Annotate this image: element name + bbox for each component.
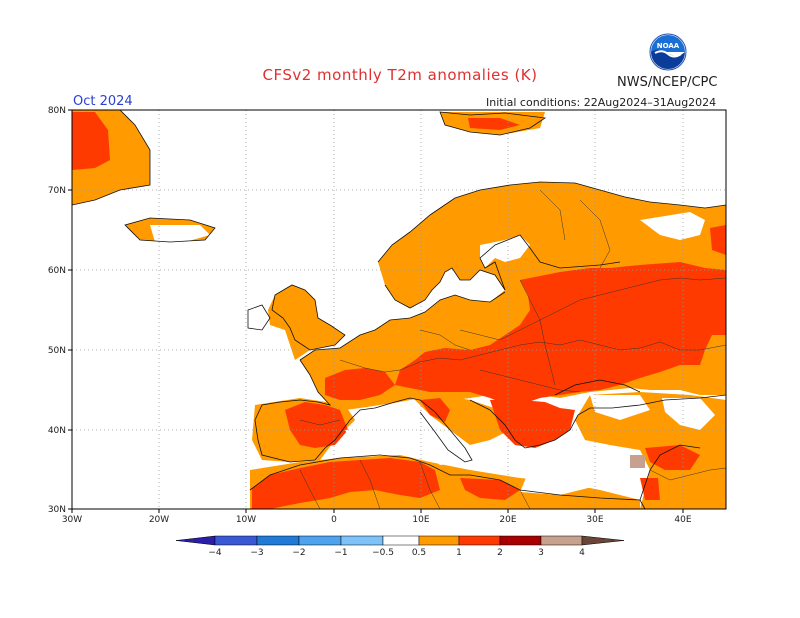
legend-label: 1 <box>456 548 462 558</box>
legend-box <box>458 535 501 546</box>
legend-box <box>214 535 258 546</box>
initial-conditions: Initial conditions: 22Aug2024–31Aug2024 <box>486 96 717 109</box>
legend-box <box>340 535 384 546</box>
legend-box <box>540 535 583 546</box>
coastlines <box>72 110 726 509</box>
legend-label: 0.5 <box>412 548 426 558</box>
legend-label: −4 <box>208 548 222 558</box>
legend-labels: −4 −3 −2 −1 −0.5 0.5 1 2 3 4 <box>208 548 585 558</box>
chart-title: CFSv2 monthly T2m anomalies (K) <box>262 66 538 84</box>
lat-label: 40N <box>48 426 66 436</box>
noaa-logo-icon: NOAA <box>649 33 687 71</box>
anomaly-field <box>72 110 726 509</box>
legend-box <box>499 535 542 546</box>
lat-label: 80N <box>48 106 66 116</box>
near-zero-regions <box>150 212 715 495</box>
agency-label: NWS/NCEP/CPC <box>617 75 718 90</box>
lon-label: 30E <box>586 515 603 525</box>
legend-arrow-low <box>175 535 216 546</box>
legend-box <box>418 535 460 546</box>
lat-label: 50N <box>48 346 66 356</box>
lat-label: 30N <box>48 505 66 515</box>
lon-label: 0 <box>331 515 337 525</box>
map-frame <box>71 109 727 510</box>
lat-labels: 30N 40N 50N 60N 70N 80N <box>48 106 66 515</box>
lat-label: 70N <box>48 186 66 196</box>
graticule <box>72 110 726 509</box>
lon-label: 10E <box>412 515 429 525</box>
legend-label: 4 <box>579 548 585 558</box>
svg-text:NOAA: NOAA <box>657 42 680 50</box>
lon-label: 20E <box>499 515 516 525</box>
legend-box <box>298 535 342 546</box>
lon-label: 40E <box>674 515 691 525</box>
lon-label: 20W <box>149 515 169 525</box>
legend-label: 2 <box>497 548 503 558</box>
legend-label: 3 <box>538 548 544 558</box>
country-borders <box>299 189 726 509</box>
legend-boxes <box>175 535 625 546</box>
legend-label: −3 <box>250 548 263 558</box>
axis-ticks <box>68 109 684 513</box>
anomaly-3-4-regions <box>630 455 645 468</box>
legend-box <box>256 535 300 546</box>
forecast-month: Oct 2024 <box>73 94 133 109</box>
lon-label: 30W <box>62 515 82 525</box>
legend-arrow-high <box>581 535 625 546</box>
lon-label: 10W <box>236 515 256 525</box>
legend-label: −1 <box>334 548 347 558</box>
legend-box <box>382 535 420 546</box>
legend-label: −0.5 <box>372 548 394 558</box>
legend-label: −2 <box>292 548 305 558</box>
lon-labels: 30W 20W 10W 0 10E 20E 30E 40E <box>62 515 692 525</box>
lat-label: 60N <box>48 266 66 276</box>
anomaly-1-2-regions <box>72 112 726 509</box>
